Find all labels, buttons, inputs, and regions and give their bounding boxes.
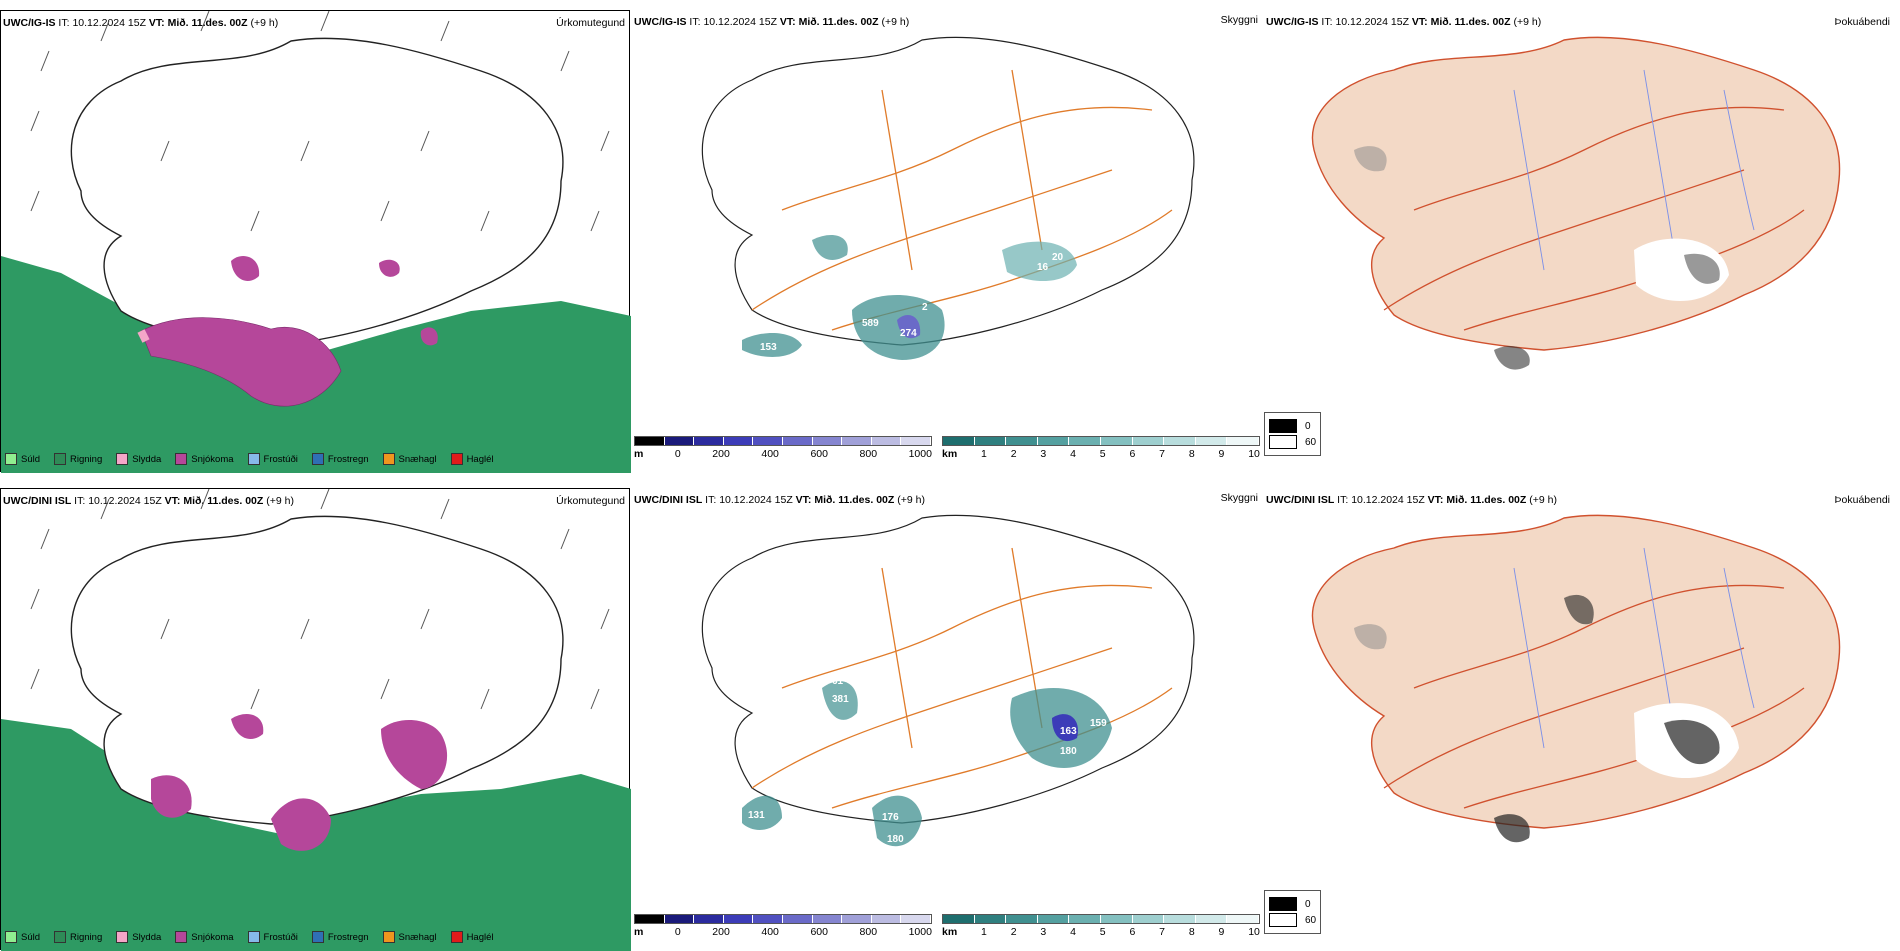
vis-label: 159: [1090, 718, 1107, 729]
legend-item: Haglél: [450, 453, 494, 465]
legend-swatch: [311, 931, 324, 943]
legend-swatch: [450, 931, 463, 943]
legend-swatch: [247, 931, 260, 943]
precip-legend: Súld Rigning Slydda Snjókoma Frostúði Fr…: [5, 931, 494, 943]
legend-item: Rigning: [54, 453, 102, 465]
legend-swatch: [1269, 435, 1297, 449]
vis-label: 22: [1092, 690, 1104, 701]
panel-header: UWC/IG-IS IT: 10.12.2024 15Z VT: Mið. 11…: [3, 17, 279, 29]
visibility-colorbar: km 1 2 3 4 5 6 7 8 9 10: [942, 914, 1260, 938]
snow-label: 589: [862, 318, 879, 329]
panel-title: Úrkomutegund: [556, 495, 625, 507]
vis-label: 163: [1060, 726, 1077, 737]
legend-swatch: [5, 453, 17, 465]
legend-swatch: [1269, 419, 1297, 433]
panel-header: UWC/DINI ISL IT: 10.12.2024 15Z VT: Mið.…: [634, 494, 925, 506]
precip-type-panel-bottom: UWC/DINI ISL IT: 10.12.2024 15Z VT: Mið.…: [0, 488, 631, 951]
colorbar-unit: m: [634, 926, 644, 938]
fog-legend-row: 0: [1269, 897, 1316, 911]
panel-header: UWC/IG-IS IT: 10.12.2024 15Z VT: Mið. 11…: [1266, 16, 1542, 28]
legend-swatch: [175, 931, 188, 943]
visibility-map: 153 589 274 2 20 16 51: [701, 36, 1195, 360]
colorbar-unit: km: [942, 448, 958, 460]
vis-label: 16: [1037, 262, 1049, 273]
legend-swatch: [1269, 897, 1297, 911]
snow-label: 176: [882, 812, 899, 823]
legend-item: Snæhagl: [382, 453, 437, 465]
legend-item: Snjókoma: [175, 931, 234, 943]
legend-item: Snjókoma: [175, 453, 234, 465]
legend-item: Haglél: [450, 931, 494, 943]
legend-swatch: [1269, 913, 1297, 927]
precip-type-panel-top: UWC/IG-IS IT: 10.12.2024 15Z VT: Mið. 11…: [0, 10, 631, 473]
precip-map: [1, 11, 631, 473]
fog-legend-row: 60: [1269, 435, 1316, 449]
legend-swatch: [5, 931, 17, 943]
colorbar-swatches: [634, 914, 932, 924]
panel-title: Þokuábendi: [1834, 16, 1890, 28]
legend-swatch: [54, 453, 67, 465]
vis-label: 51: [1027, 282, 1039, 293]
legend-item: Slydda: [116, 453, 161, 465]
legend-item: Frostúði: [247, 931, 298, 943]
visibility-panel-top: UWC/IG-IS IT: 10.12.2024 15Z VT: Mið. 11…: [632, 10, 1262, 472]
fog-legend-row: 60: [1269, 913, 1316, 927]
legend-swatch: [382, 453, 395, 465]
colorbar-unit: km: [942, 926, 958, 938]
legend-item: Snæhagl: [382, 931, 437, 943]
visibility-panel-bottom: UWC/DINI ISL IT: 10.12.2024 15Z VT: Mið.…: [632, 488, 1262, 950]
legend-swatch: [382, 931, 395, 943]
legend-item: Súld: [5, 453, 40, 465]
legend-item: Frostregn: [311, 931, 369, 943]
snow-label: 131: [748, 810, 765, 821]
panel-title: Úrkomutegund: [556, 17, 625, 29]
legend-item: Slydda: [116, 931, 161, 943]
snow-label: 2: [922, 302, 928, 313]
panel-title: Skyggni: [1220, 14, 1258, 26]
fog-legend: 0 60: [1264, 890, 1322, 934]
legend-item: Rigning: [54, 931, 102, 943]
legend-swatch: [247, 453, 260, 465]
fog-index-panel-bottom: UWC/DINI ISL IT: 10.12.2024 15Z VT: Mið.…: [1264, 488, 1894, 950]
fog-legend-row: 0: [1269, 419, 1316, 433]
snow-depth-colorbar: m 0 200 400 600 800 1000: [634, 436, 932, 460]
vis-label: 180: [1060, 746, 1077, 757]
panel-title: Þokuábendi: [1834, 494, 1890, 506]
fog-map: [1311, 36, 1841, 370]
panel-header: UWC/IG-IS IT: 10.12.2024 15Z VT: Mið. 11…: [634, 16, 910, 28]
legend-swatch: [116, 931, 129, 943]
vis-label: 20: [1052, 252, 1064, 263]
legend-swatch: [175, 453, 188, 465]
legend-item: Súld: [5, 931, 40, 943]
precip-map: [1, 489, 631, 951]
colorbar-unit: m: [634, 448, 644, 460]
legend-swatch: [116, 453, 129, 465]
legend-swatch: [54, 931, 67, 943]
snow-depth-colorbar: m 0 200 400 600 800 1000: [634, 914, 932, 938]
fog-map: [1311, 514, 1841, 843]
fog-index-panel-top: UWC/IG-IS IT: 10.12.2024 15Z VT: Mið. 11…: [1264, 10, 1894, 472]
colorbar-swatches: [634, 436, 932, 446]
panel-title: Skyggni: [1220, 492, 1258, 504]
fog-legend: 0 60: [1264, 412, 1322, 456]
snow-label: 153: [760, 342, 777, 353]
snow-label: 274: [900, 328, 917, 339]
legend-item: Frostúði: [247, 453, 298, 465]
snow-label: 61: [832, 676, 844, 687]
snow-label: 180: [887, 834, 904, 845]
colorbar-swatches: [942, 914, 1260, 924]
legend-item: Frostregn: [311, 453, 369, 465]
colorbar-swatches: [942, 436, 1260, 446]
visibility-colorbar: km 1 2 3 4 5 6 7 8 9 10: [942, 436, 1260, 460]
visibility-map: 22 163 159 180 176 180 131 381 61: [701, 514, 1195, 847]
snow-label: 381: [832, 694, 849, 705]
precip-legend: Súld Rigning Slydda Snjókoma Frostúði Fr…: [5, 453, 494, 465]
legend-swatch: [311, 453, 324, 465]
legend-swatch: [450, 453, 463, 465]
panel-header: UWC/DINI ISL IT: 10.12.2024 15Z VT: Mið.…: [1266, 494, 1557, 506]
